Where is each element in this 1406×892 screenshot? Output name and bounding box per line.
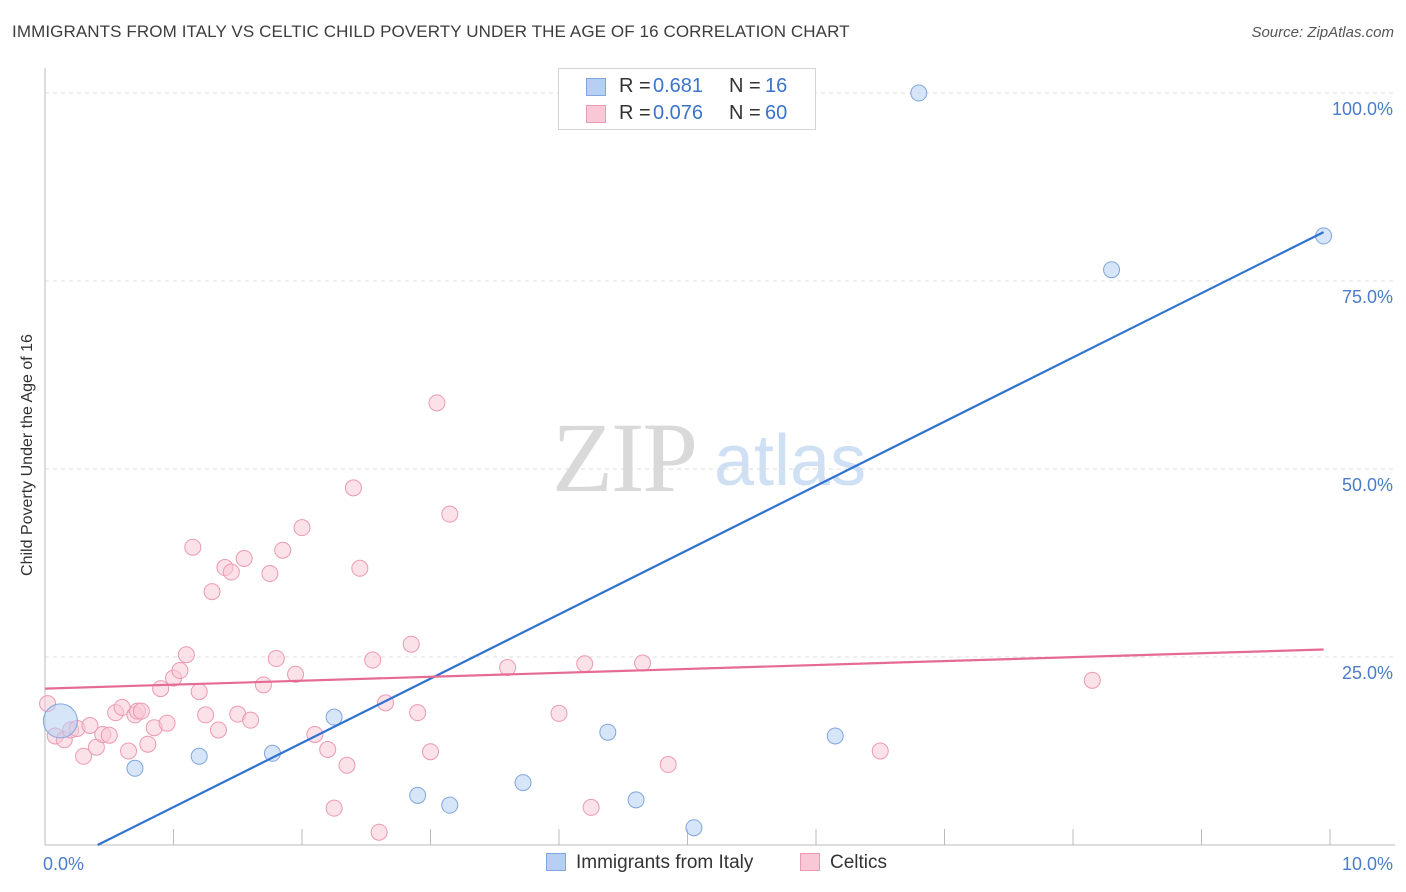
celtics-point: [293, 519, 311, 537]
celtics-point: [351, 559, 369, 577]
italy-point: [126, 759, 144, 777]
italy-point: [910, 84, 928, 102]
tick-labels: 25.0% 50.0% 75.0% 100.0% 0.0% 10.0%: [43, 99, 1393, 874]
italy-point: [263, 744, 281, 762]
celtics-point: [287, 665, 305, 683]
celtics-point: [132, 702, 150, 720]
italy-point: [514, 774, 532, 792]
celtics-point: [177, 646, 195, 664]
source-label: Source: ZipAtlas.com: [1251, 24, 1394, 41]
celtics-point: [422, 743, 439, 761]
x-tick-label: 0.0%: [43, 854, 84, 874]
celtics-point: [402, 635, 420, 653]
celtics-swatch: [586, 105, 606, 123]
celtics-point: [499, 659, 517, 677]
legend-label-celtics: Celtics: [830, 852, 888, 873]
celtics-point: [338, 756, 356, 774]
celtics-point: [190, 683, 208, 701]
celtics-point: [152, 680, 170, 698]
celtics-point: [184, 538, 202, 556]
watermark-atlas: atlas: [714, 421, 867, 501]
stats-box: R = 0.681 N = 16 R = 0.076 N = 60: [558, 68, 816, 130]
celtics-point: [203, 583, 221, 601]
r-label: R =: [619, 102, 651, 124]
italy-point: [1103, 261, 1121, 279]
italy-trend-line: [97, 231, 1325, 846]
gridlines: [45, 92, 1395, 658]
y-tick-label: 50.0%: [1342, 475, 1393, 495]
celtics-point: [582, 798, 600, 816]
n-value: 60: [765, 102, 788, 124]
stats-row-celtics: R = 0.076 N = 60: [559, 99, 815, 129]
celtics-point: [370, 823, 388, 841]
celtics-point: [344, 479, 362, 497]
celtics-point: [158, 714, 176, 732]
celtics-point: [254, 676, 272, 694]
legend-item-italy[interactable]: Immigrants from Italy: [546, 852, 753, 874]
legend-swatch-celtics: [800, 853, 820, 871]
celtics-point: [274, 541, 292, 559]
celtics-point: [1083, 671, 1101, 689]
axes: [44, 68, 1395, 846]
legend-item-celtics[interactable]: Celtics: [800, 852, 887, 874]
italy-point: [599, 723, 617, 741]
italy-swatch: [586, 78, 606, 96]
celtics-point: [409, 704, 427, 722]
y-tick-label: 100.0%: [1332, 99, 1393, 119]
celtics-point: [325, 799, 343, 817]
r-value: 0.681: [653, 75, 704, 97]
n-value: 16: [765, 75, 788, 97]
celtics-point: [871, 742, 889, 760]
italy-point: [325, 708, 343, 726]
italy-point: [441, 796, 459, 814]
y-tick-label: 25.0%: [1342, 663, 1393, 683]
celtics-point: [428, 394, 446, 412]
italy-point: [627, 791, 645, 809]
celtics-point: [100, 726, 118, 744]
celtics-point: [634, 654, 652, 672]
celtics-point: [171, 662, 189, 680]
celtics-point: [261, 565, 279, 583]
celtics-point: [222, 563, 240, 581]
celtics-point: [75, 747, 93, 765]
trend-lines: [44, 231, 1325, 846]
italy-point: [409, 786, 427, 804]
celtics-point: [319, 741, 337, 759]
celtics-point: [267, 650, 285, 668]
r-value: 0.076: [653, 102, 704, 124]
celtics-point: [209, 721, 227, 739]
legend-label-italy: Immigrants from Italy: [576, 852, 754, 873]
celtics-point: [576, 655, 594, 673]
italy-point: [826, 727, 844, 745]
celtics-point: [659, 756, 677, 774]
legend-swatch-italy: [546, 853, 566, 871]
n-label: N =: [729, 102, 761, 124]
celtics-point: [197, 706, 215, 724]
n-label: N =: [729, 75, 761, 97]
italy-points: [42, 84, 1333, 837]
watermark-zip: ZIP: [552, 402, 698, 513]
celtics-point: [242, 711, 260, 729]
chart-legend: Immigrants from Italy Celtics: [0, 852, 1406, 878]
celtics-point: [441, 505, 459, 523]
x-tick-label: 10.0%: [1342, 854, 1393, 874]
y-axis-title: Child Poverty Under the Age of 16: [19, 334, 36, 576]
celtics-point: [364, 651, 382, 669]
celtics-point: [120, 742, 138, 760]
celtics-point: [550, 704, 568, 722]
celtics-point: [81, 716, 99, 734]
italy-point: [42, 703, 78, 739]
italy-point: [685, 819, 703, 837]
r-label: R =: [619, 75, 651, 97]
celtics-trend-line: [44, 648, 1324, 690]
italy-point: [190, 747, 208, 765]
chart-title: IMMIGRANTS FROM ITALY VS CELTIC CHILD PO…: [12, 22, 850, 41]
celtics-points: [39, 394, 1101, 841]
stats-row-italy: R = 0.681 N = 16: [559, 72, 815, 102]
celtics-point: [139, 735, 157, 753]
celtics-point: [235, 550, 253, 568]
y-tick-label: 75.0%: [1342, 287, 1393, 307]
